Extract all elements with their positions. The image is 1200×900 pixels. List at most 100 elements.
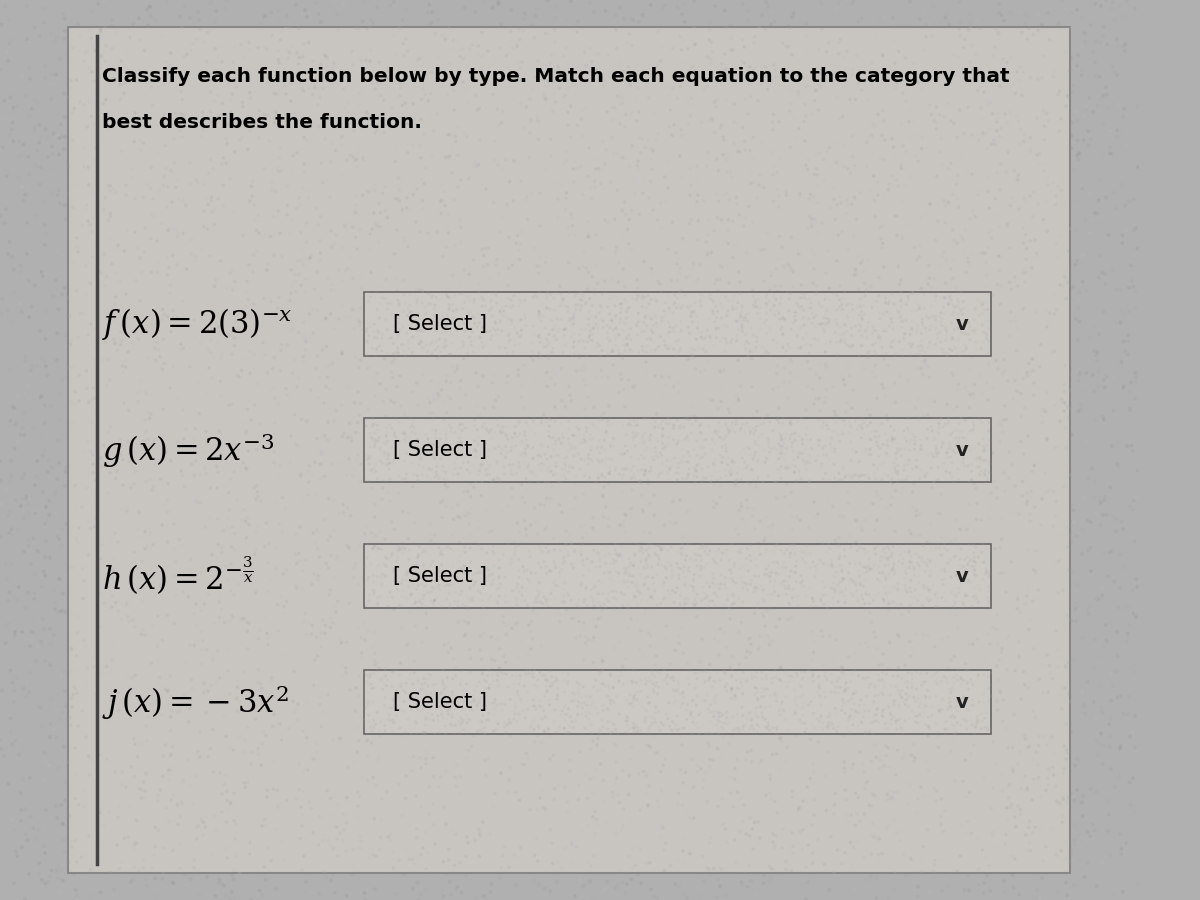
Point [978,830,997,844]
Point [835,797,854,812]
Point [470,331,490,346]
Point [293,12,312,26]
Point [564,693,583,707]
Point [959,458,978,473]
Point [413,82,432,96]
Point [391,76,410,91]
Point [74,774,94,788]
Point [696,686,715,700]
Point [755,300,774,314]
Point [1044,826,1063,841]
Point [479,426,498,440]
Point [697,486,716,500]
Point [685,0,704,14]
Point [404,467,424,482]
Point [991,608,1010,622]
Point [803,316,822,330]
Point [568,843,587,858]
Point [654,859,673,873]
Point [473,486,492,500]
Point [496,770,515,784]
Point [192,69,211,84]
Point [160,59,179,74]
Point [772,674,791,688]
Point [156,139,175,153]
Point [235,744,254,759]
Point [217,341,236,356]
Point [199,693,218,707]
Point [454,171,473,185]
Point [781,183,800,197]
Point [766,555,785,570]
Point [902,462,922,476]
Point [462,321,481,336]
Point [882,460,901,474]
Point [445,238,464,252]
Point [890,147,910,161]
Point [661,444,680,458]
Point [215,559,234,573]
Point [1027,587,1046,601]
Point [17,216,36,230]
Point [50,798,70,813]
Point [427,181,446,195]
Point [582,338,601,353]
Point [614,279,634,293]
Point [656,630,676,644]
Point [826,408,845,422]
Point [32,389,52,403]
Point [908,556,928,571]
Point [821,282,840,296]
Point [602,132,622,147]
Point [593,599,612,614]
Point [108,604,127,618]
Point [766,292,785,306]
Point [78,44,97,58]
Point [924,361,943,375]
Point [752,340,772,355]
Point [860,259,880,274]
Point [790,429,809,444]
Point [976,55,995,69]
Point [248,140,268,155]
Point [505,672,524,687]
Point [260,590,280,604]
Point [365,724,384,738]
Point [635,769,654,783]
Point [467,701,486,716]
Point [16,187,35,202]
Point [829,578,848,592]
Point [61,718,80,733]
Point [751,501,770,516]
Point [318,198,337,212]
Point [734,470,754,484]
Point [733,32,752,47]
Point [158,448,178,463]
Point [188,677,208,691]
Point [558,314,577,328]
Point [866,336,886,350]
Point [666,717,685,732]
Point [928,308,947,322]
Point [1006,86,1025,101]
Point [442,337,461,351]
Point [611,575,630,590]
Point [835,489,854,503]
Point [438,308,457,322]
Point [823,181,842,195]
Point [630,160,649,175]
Point [924,864,943,878]
Point [400,666,419,680]
Point [290,197,310,211]
Point [358,335,377,349]
Point [482,376,502,391]
Point [642,710,661,724]
Point [25,21,44,35]
Point [536,520,556,535]
Point [506,669,526,683]
Point [641,101,660,115]
Point [622,872,641,886]
Point [762,40,781,54]
Point [970,467,989,482]
Point [697,718,716,733]
